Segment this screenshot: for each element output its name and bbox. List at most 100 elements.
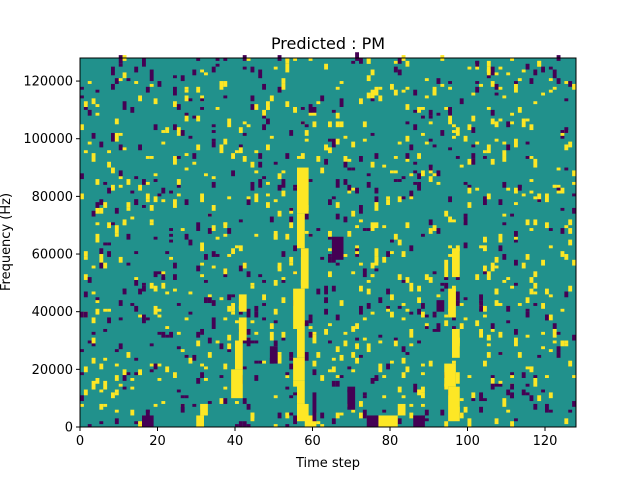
heatmap-cell <box>405 222 410 229</box>
heatmap-cell <box>312 334 317 344</box>
heatmap-cell <box>359 205 363 214</box>
heatmap-cell <box>463 297 468 301</box>
heatmap-cell <box>192 403 197 407</box>
heatmap-cell <box>560 308 565 312</box>
heatmap-cell <box>514 282 518 286</box>
heatmap-cell <box>421 392 425 399</box>
heatmap-cell <box>556 190 561 194</box>
heatmap-cell <box>211 176 216 180</box>
x-tick-label: 100 <box>455 434 480 449</box>
heatmap-cell <box>382 375 387 378</box>
heatmap-cell <box>161 130 166 133</box>
heatmap-cell <box>273 395 278 399</box>
heatmap-cell <box>514 239 518 243</box>
heatmap-cell <box>188 98 193 102</box>
heatmap-cell <box>111 66 115 76</box>
heatmap-cell <box>533 291 538 295</box>
heatmap-cell <box>308 314 313 318</box>
heatmap-cell <box>463 317 468 321</box>
heatmap-cell <box>393 170 398 174</box>
heatmap-cell <box>316 156 321 162</box>
heatmap-cell <box>347 167 352 171</box>
heatmap-cell <box>514 418 518 422</box>
heatmap-cell <box>103 357 108 361</box>
heatmap-cell <box>149 83 154 87</box>
heatmap-cell <box>238 265 243 272</box>
heatmap-cell <box>339 81 344 84</box>
heatmap-cell <box>401 89 406 93</box>
heatmap-cell <box>397 418 402 425</box>
heatmap-cell <box>118 383 123 387</box>
heatmap-cell <box>192 161 197 165</box>
heatmap-cell <box>126 233 131 240</box>
x-axis: 0 20 40 60 80 100 120 <box>76 427 557 449</box>
heatmap-cell <box>502 222 507 226</box>
heatmap-cell <box>533 219 538 226</box>
heatmap-cell <box>118 184 123 188</box>
heatmap-cell <box>351 60 356 64</box>
heatmap-cell <box>118 300 123 306</box>
heatmap-cell <box>335 412 340 419</box>
heatmap-cell <box>289 352 294 358</box>
heatmap-cell <box>293 415 297 425</box>
heatmap-cell <box>351 271 356 275</box>
heatmap-cell <box>153 285 158 292</box>
heatmap-cell <box>111 184 115 191</box>
heatmap-cell <box>281 78 286 84</box>
heatmap-cell <box>560 251 565 257</box>
heatmap-cell <box>87 141 92 145</box>
heatmap-cell <box>320 424 325 427</box>
heatmap-cell <box>273 161 278 165</box>
heatmap-cell <box>397 69 402 76</box>
heatmap-cell <box>157 363 162 367</box>
x-tick-label: 0 <box>76 434 84 449</box>
heatmap-block <box>312 392 317 422</box>
heatmap-cell <box>347 184 352 191</box>
heatmap-cell <box>428 228 433 234</box>
heatmap-cell <box>281 279 286 283</box>
heatmap-cell <box>134 277 139 280</box>
heatmap-cell <box>455 372 460 378</box>
heatmap-cell <box>421 363 425 367</box>
heatmap-cell <box>355 225 359 229</box>
heatmap-cell <box>200 69 204 73</box>
heatmap-cell <box>157 193 162 197</box>
heatmap-cell <box>231 248 235 255</box>
heatmap-cell <box>308 317 313 324</box>
heatmap-cell <box>362 121 367 128</box>
heatmap-cell <box>572 401 576 407</box>
heatmap-cell <box>424 95 429 99</box>
heatmap-cell <box>444 282 449 289</box>
heatmap-cell <box>304 352 309 361</box>
heatmap-cell <box>200 98 204 102</box>
heatmap-cell <box>452 219 456 223</box>
heatmap-cell <box>510 285 514 289</box>
heatmap-cell <box>227 118 232 128</box>
heatmap-cell <box>258 153 263 159</box>
heatmap-cell <box>359 305 363 315</box>
heatmap-cell <box>537 199 542 203</box>
heatmap-cell <box>80 311 84 318</box>
heatmap-cell <box>343 179 348 185</box>
heatmap-cell <box>494 418 499 425</box>
heatmap-cell <box>351 352 356 358</box>
heatmap-cell <box>308 104 313 113</box>
heatmap-cell <box>145 86 150 93</box>
heatmap-cell <box>227 254 232 257</box>
heatmap-cell <box>312 360 317 367</box>
heatmap-cell <box>390 311 394 318</box>
heatmap-cell <box>145 409 150 419</box>
heatmap-cell <box>122 72 127 79</box>
heatmap-cell <box>118 63 123 67</box>
heatmap-cell <box>413 109 418 113</box>
heatmap-cell <box>525 311 530 318</box>
heatmap-cell <box>533 282 538 289</box>
heatmap-cell <box>250 104 255 110</box>
heatmap-cell <box>463 135 468 142</box>
heatmap-cell <box>545 222 549 229</box>
heatmap-cell <box>204 72 208 76</box>
heatmap-cell <box>510 383 514 390</box>
heatmap-cell <box>548 78 553 82</box>
heatmap-cell <box>428 360 433 367</box>
heatmap-cell <box>564 81 569 84</box>
